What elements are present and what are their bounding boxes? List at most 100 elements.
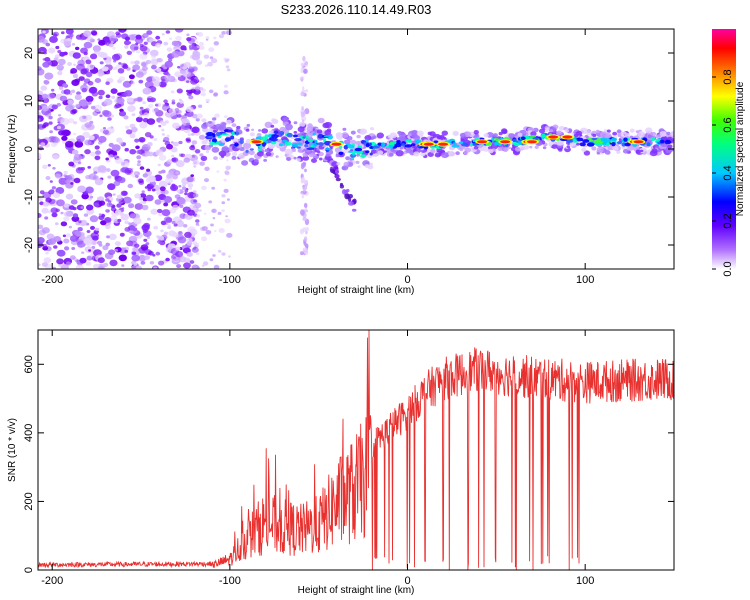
spectrogram-signal-core [512, 138, 517, 142]
spectrogram-noise-blob [166, 47, 173, 52]
spectrogram-noise-blob [85, 71, 93, 78]
spectrogram-noise-blob [75, 46, 80, 51]
spectrogram-signal-halo [473, 145, 479, 150]
spectrogram-noise-blob [150, 97, 156, 103]
spectrogram-noise-blob [45, 42, 51, 47]
spectrogram-noise-blob [138, 79, 144, 84]
spectrogram-noise-blob [200, 77, 205, 81]
spectrogram-noise-blob [199, 161, 205, 166]
spectrogram-noise-blob [226, 198, 230, 201]
spectrogram-signal-core [416, 145, 421, 148]
spectrogram-signal-core [611, 137, 618, 142]
y-tick-label: -20 [23, 237, 35, 253]
spectrogram-noise-blob [69, 235, 79, 242]
spectrogram-signal-halo [604, 129, 608, 132]
spectrogram-branch-blob [348, 201, 354, 206]
spectrogram-signal-core [291, 142, 299, 148]
spectrogram-noise-blob [88, 249, 92, 252]
spectrogram-signal-halo [297, 126, 305, 132]
spectrogram-noise-blob [98, 39, 106, 46]
spectrogram-noise-blob [191, 53, 200, 61]
spectrogram-noise-blob [150, 49, 159, 57]
spectrogram-noise-blob [184, 189, 189, 193]
spectrogram-signal-halo [357, 165, 361, 168]
spectrogram-signal-halo [600, 132, 607, 138]
spectrogram-noise-blob [97, 89, 105, 96]
spectrogram-noise-blob [129, 133, 136, 139]
spectrogram-noise-blob [195, 118, 200, 122]
spectrogram-noise-blob [84, 114, 93, 121]
spectrogram-noise-blob [124, 147, 129, 152]
spectrogram-signal-core [209, 141, 216, 145]
spectrogram-noise-blob [40, 142, 46, 147]
spectrogram-signal-halo [388, 134, 393, 139]
spectrogram-artifact-blob [300, 77, 304, 82]
spectrogram-signal-halo [335, 153, 340, 158]
spectrogram-noise-blob [128, 222, 132, 226]
spectrogram-noise-blob [97, 38, 101, 41]
spectrogram-noise-blob [205, 36, 210, 40]
spectrogram-signal-halo [542, 146, 547, 150]
spectrogram-noise-blob [57, 58, 66, 66]
spectrogram-noise-blob [204, 178, 209, 183]
spectrogram-noise-blob [160, 229, 164, 233]
spectrogram-noise-blob [199, 153, 204, 157]
spectrogram-noise-blob [64, 246, 70, 251]
spectrogram-noise-blob [75, 264, 84, 269]
spectrogram-signal-core [404, 144, 413, 148]
spectrogram-signal-halo [243, 142, 252, 149]
spectrogram-signal-halo [206, 120, 214, 128]
spectrogram-noise-blob [221, 194, 226, 198]
spectrogram-noise-blob [188, 44, 196, 50]
spectrogram-noise-blob [94, 145, 100, 150]
spectrogram-noise-blob [202, 261, 209, 266]
spectrogram-noise-blob [144, 132, 152, 138]
spectrogram-noise-blob [142, 173, 148, 178]
spectrogram-noise-blob [52, 167, 56, 170]
spectrogram-noise-blob [82, 131, 90, 138]
spectrogram-noise-blob [114, 102, 122, 109]
spectrogram-noise-blob [133, 262, 138, 266]
spectrogram-signal-halo [529, 145, 533, 149]
spectrogram-signal-core [239, 139, 244, 144]
spectrogram-noise-blob [110, 207, 117, 212]
spectrogram-noise-blob [161, 121, 167, 126]
spectrogram-signal-core [345, 143, 352, 146]
spectrogram-noise-blob [73, 121, 78, 125]
spectrogram-noise-blob [62, 83, 68, 88]
spectrogram-signal-halo [596, 152, 600, 155]
spectrogram-noise-blob [139, 53, 148, 60]
spectrogram-noise-blob [196, 252, 200, 256]
spectrogram-signal-core [408, 139, 412, 143]
spectrogram-signal-halo [625, 133, 631, 138]
spectrogram-noise-blob [107, 117, 112, 121]
x-tick-label: -200 [41, 575, 63, 587]
spectrogram-noise-blob [92, 45, 101, 52]
spectrogram-noise-blob [79, 219, 88, 226]
spectrogram-signal-core [369, 152, 373, 156]
spectrogram-noise-blob [224, 171, 230, 176]
spectrogram-noise-blob [224, 218, 231, 224]
spectrogram-signal-halo [427, 152, 434, 157]
spectrogram-noise-blob [138, 137, 146, 143]
spectrogram-noise-blob [136, 155, 142, 160]
spectrogram-hot-spot [562, 135, 573, 139]
spectrogram-signal-core [312, 132, 317, 136]
spectrogram-noise-blob [190, 78, 198, 85]
spectrogram-noise-blob [186, 241, 193, 246]
spectrogram-noise-blob [51, 212, 58, 218]
spectrogram-signal-core [646, 142, 651, 147]
spectrogram-signal-core [296, 146, 302, 149]
spectrogram-noise-blob [118, 76, 126, 82]
spectrogram-noise-blob [148, 103, 154, 109]
spectrogram-noise-blob [153, 225, 159, 230]
spectrogram-artifact-blob [300, 111, 305, 118]
spectrogram-signal-halo [411, 129, 419, 136]
spectrogram-noise-blob [73, 177, 81, 184]
spectrogram-noise-blob [176, 112, 180, 115]
spectrogram-noise-blob [223, 84, 228, 88]
spectrogram-noise-blob [174, 71, 182, 78]
spectrogram-noise-blob [105, 198, 110, 202]
spectrogram-noise-blob [147, 142, 153, 147]
spectrogram-signal-halo [205, 150, 210, 154]
